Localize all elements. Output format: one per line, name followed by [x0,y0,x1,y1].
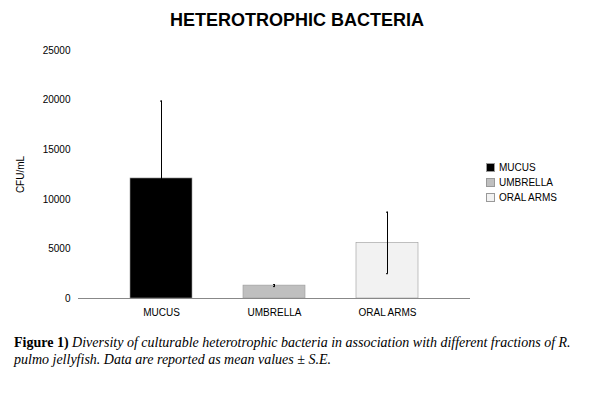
svg-text:UMBRELLA: UMBRELLA [248,307,302,318]
svg-text:ORAL ARMS: ORAL ARMS [359,307,417,318]
svg-text:5000: 5000 [48,243,71,254]
html-text:Figure 1) Diversity of cultura: Figure 1) Diversity of culturable hetero… [14,335,571,367]
svg-text:10000: 10000 [43,194,71,205]
svg-text:20000: 20000 [43,94,71,105]
html-text:UMBRELLA: UMBRELLA [499,176,553,188]
html-text:MUCUS: MUCUS [499,161,536,173]
svg-text:25000: 25000 [43,45,71,56]
svg-text:MUCUS: MUCUS [143,307,180,318]
svg-text:15000: 15000 [43,144,71,155]
svg-text:CFU/mL: CFU/mL [15,155,26,193]
html-text:ORAL ARMS: ORAL ARMS [499,191,557,203]
html-text:HETEROTROPHIC BACTERIA: HETEROTROPHIC BACTERIA [170,10,424,30]
svg-text:0: 0 [65,293,71,304]
